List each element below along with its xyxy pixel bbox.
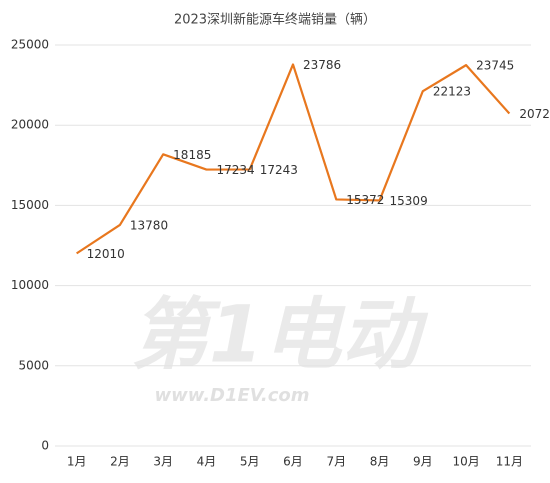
data-label: 20728 bbox=[519, 107, 550, 121]
data-label: 23745 bbox=[476, 59, 514, 73]
data-label: 15372 bbox=[346, 193, 384, 207]
watermark-url: www.D1EV.com bbox=[154, 385, 309, 406]
y-tick-label: 20000 bbox=[11, 118, 49, 132]
data-label: 17234 bbox=[216, 163, 254, 177]
y-tick-label: 15000 bbox=[11, 198, 49, 212]
x-tick-label: 2月 bbox=[110, 455, 130, 469]
data-label: 17243 bbox=[260, 163, 298, 177]
x-tick-label: 7月 bbox=[326, 455, 346, 469]
x-tick-label: 3月 bbox=[153, 455, 173, 469]
watermark-logo: 第1电动 bbox=[131, 290, 429, 380]
data-label: 15309 bbox=[390, 194, 428, 208]
y-tick-label: 5000 bbox=[18, 358, 49, 372]
data-label: 18185 bbox=[173, 148, 211, 162]
x-tick-label: 9月 bbox=[413, 455, 433, 469]
data-label: 12010 bbox=[87, 247, 125, 261]
data-label: 22123 bbox=[433, 85, 471, 99]
x-tick-label: 6月 bbox=[283, 455, 303, 469]
y-tick-label: 25000 bbox=[11, 38, 49, 52]
y-tick-label: 10000 bbox=[11, 278, 49, 292]
data-label: 23786 bbox=[303, 58, 341, 72]
x-tick-label: 4月 bbox=[197, 455, 217, 469]
x-tick-label: 5月 bbox=[240, 455, 260, 469]
chart-title: 2023深圳新能源车终端销量（辆） bbox=[174, 12, 376, 28]
x-tick-label: 8月 bbox=[370, 455, 390, 469]
data-line bbox=[76, 63, 511, 255]
x-tick-label: 11月 bbox=[496, 455, 523, 469]
x-tick-label: 10月 bbox=[452, 455, 479, 469]
data-label: 13780 bbox=[130, 218, 168, 232]
y-tick-label: 0 bbox=[41, 439, 49, 453]
x-tick-label: 1月 bbox=[67, 455, 87, 469]
